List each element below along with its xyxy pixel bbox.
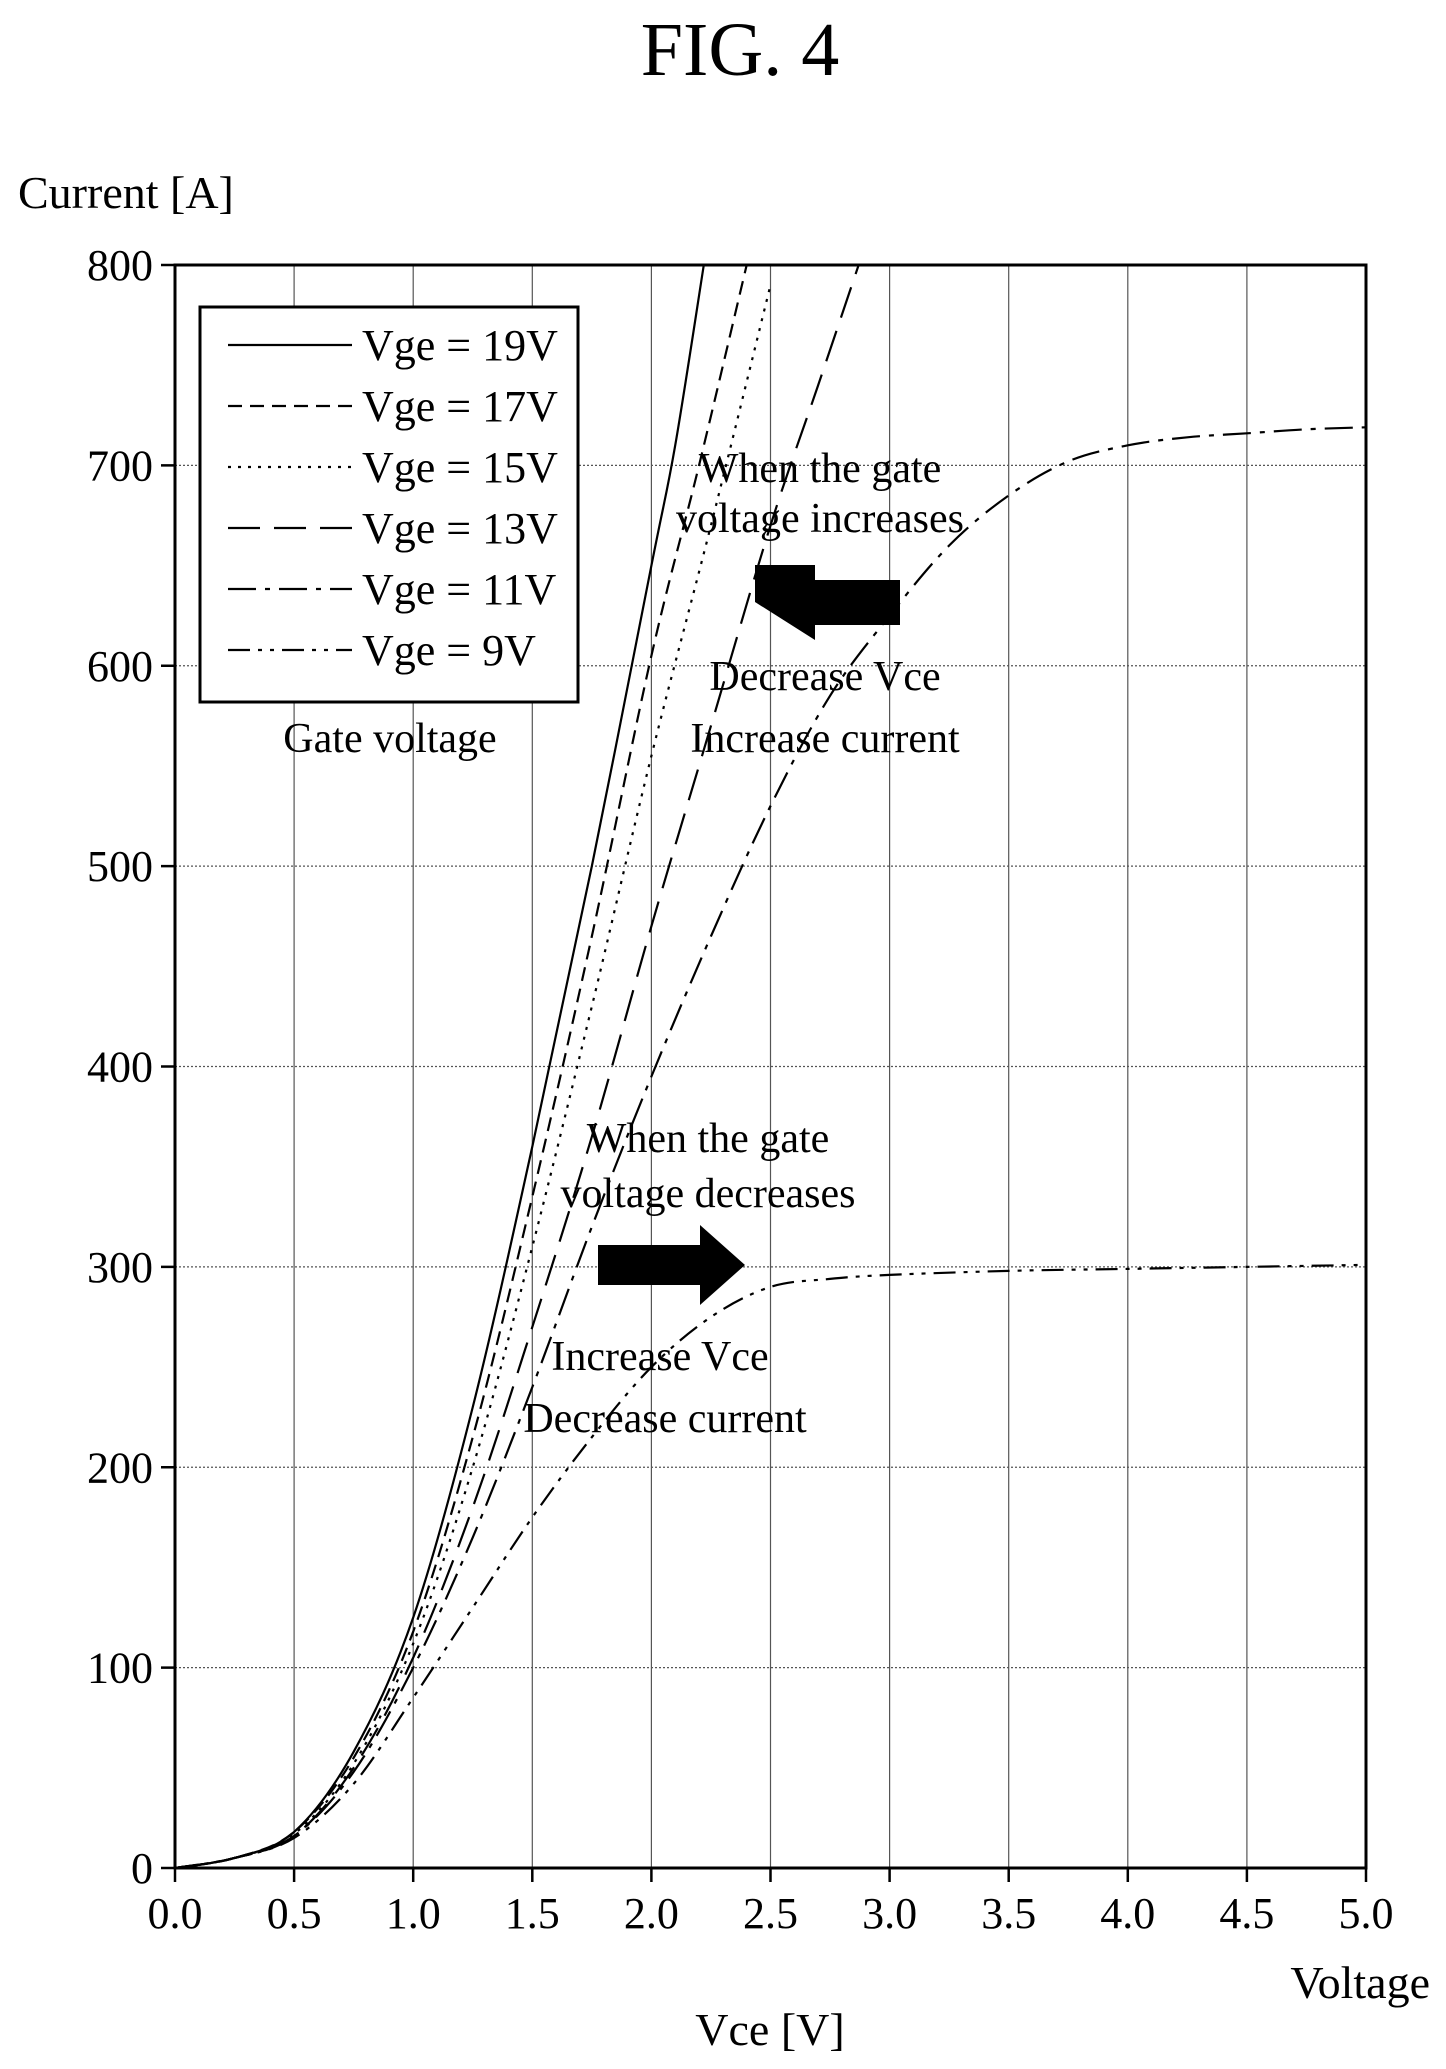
series-line-2	[175, 265, 748, 1868]
annotation-decrease-result-2: Decrease current	[523, 1396, 807, 1442]
ticks: 0.0 0.5 1.0 1.5 2.0 2.5 3.0 3.5 4.0 4.5 5.0 0 100 200…	[87, 241, 1394, 1938]
legend-entry: Vge = 17V	[362, 382, 558, 431]
x-axis-title: Vce [V]	[695, 2004, 844, 2055]
annotation-increase-result-1: Decrease Vce	[709, 654, 940, 700]
y-tick-label: 0	[131, 1844, 153, 1893]
legend-title: Gate voltage	[283, 716, 496, 762]
legend-entry: Vge = 11V	[362, 565, 556, 614]
x-tick-label: 3.5	[981, 1889, 1036, 1938]
y-tick-label: 300	[87, 1243, 153, 1292]
series-line-4	[175, 265, 860, 1868]
x-axis-secondary-label: Voltage	[1290, 1957, 1430, 2008]
legend-entry: Vge = 9V	[362, 626, 536, 675]
series-line-3	[175, 284, 772, 1868]
y-tick-label: 200	[87, 1443, 153, 1492]
x-tick-label: 0.5	[267, 1889, 322, 1938]
series-layer	[175, 265, 1366, 1868]
legend-entry: Vge = 19V	[362, 321, 558, 370]
x-tick-label: 4.5	[1219, 1889, 1274, 1938]
figure-title: FIG. 4	[641, 8, 839, 92]
y-tick-label: 600	[87, 642, 153, 691]
legend: Vge = 19V Vge = 17V Vge = 15V Vge = 13V Vge …	[198, 305, 580, 704]
arrow-right-icon	[598, 1225, 745, 1305]
y-tick-label: 700	[87, 441, 153, 490]
legend-entry: Vge = 13V	[362, 504, 558, 553]
legend-box	[198, 305, 580, 704]
annotation-increase-line-2: voltage increases	[676, 496, 964, 542]
x-tick-label: 2.5	[743, 1889, 798, 1938]
x-tick-label: 4.0	[1100, 1889, 1155, 1938]
annotation-decrease-line-2: voltage decreases	[560, 1171, 855, 1217]
x-tick-label: 0.0	[148, 1889, 203, 1938]
x-tick-label: 5.0	[1339, 1889, 1394, 1938]
annotation-decrease-line-1: When the gate	[587, 1116, 830, 1162]
y-axis-title: Current [A]	[18, 167, 234, 218]
annotation-decrease-result-1: Increase Vce	[551, 1334, 768, 1380]
y-tick-label: 500	[87, 842, 153, 891]
x-tick-label: 2.0	[624, 1889, 679, 1938]
x-tick-label: 1.5	[505, 1889, 560, 1938]
y-tick-label: 800	[87, 241, 153, 290]
y-tick-label: 400	[87, 1043, 153, 1092]
series-line-6	[175, 1263, 1366, 1868]
x-tick-label: 3.0	[862, 1889, 917, 1938]
series-line-5	[175, 426, 1366, 1868]
legend-entry: Vge = 15V	[362, 443, 558, 492]
annotations: When the gate voltage increases Decrease…	[523, 446, 964, 1442]
annotation-increase-result-2: Increase current	[690, 716, 960, 762]
x-tick-label: 1.0	[386, 1889, 441, 1938]
annotation-increase-line-1: When the gate	[699, 446, 942, 492]
arrow-left-icon	[755, 565, 900, 640]
y-tick-label: 100	[87, 1644, 153, 1693]
